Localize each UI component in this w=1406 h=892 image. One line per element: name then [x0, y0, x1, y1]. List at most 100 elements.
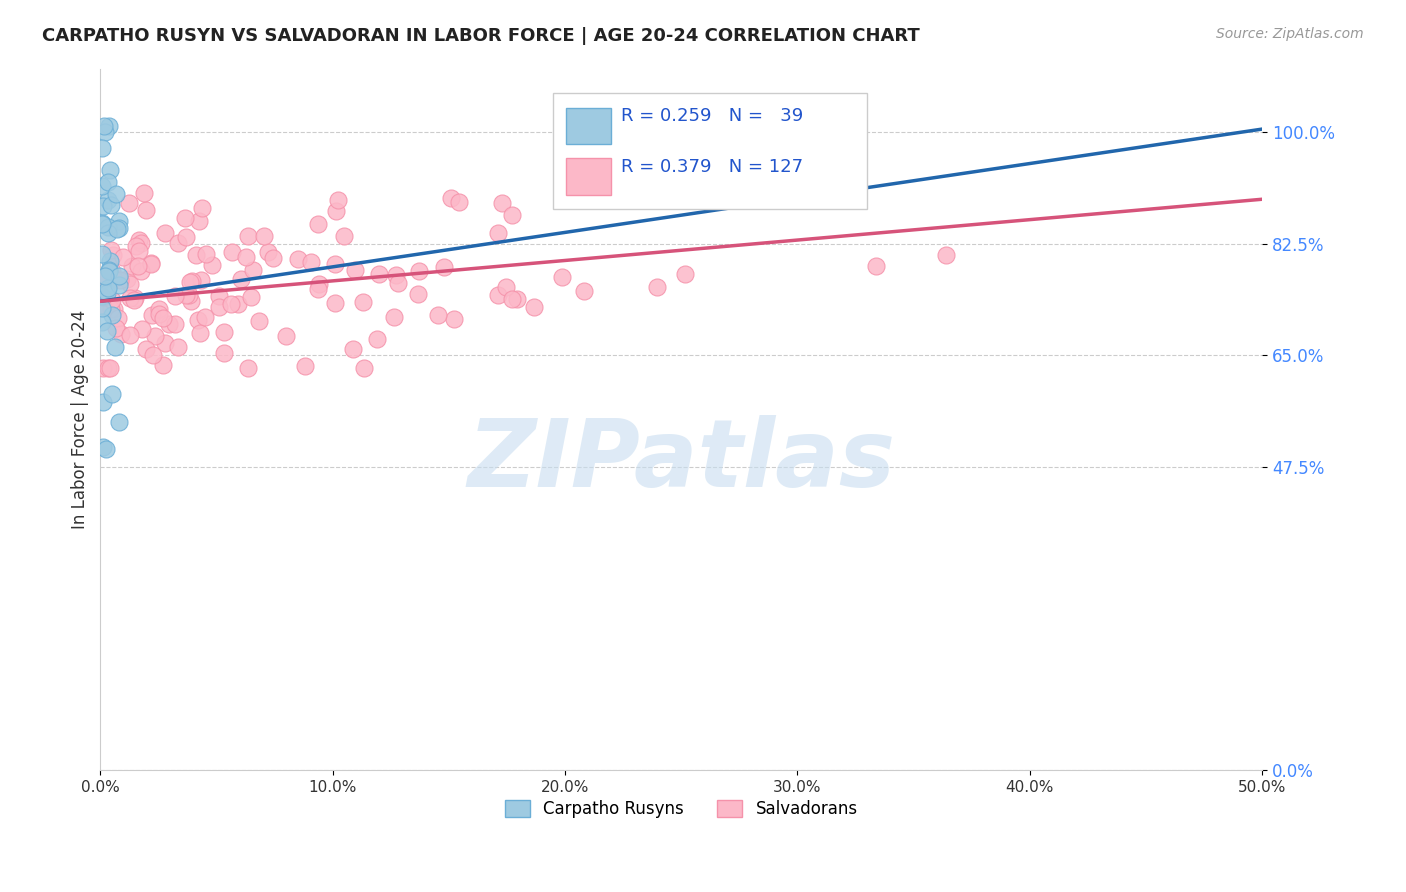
Point — [101, 293, 124, 308]
Point — [108, 220, 131, 235]
Point — [91, 395, 114, 409]
Point — [93, 120, 115, 134]
Point — [236, 228, 259, 243]
Point — [121, 260, 143, 274]
Point — [325, 203, 347, 218]
Point — [91, 440, 114, 454]
Point — [195, 246, 218, 260]
Point — [865, 260, 887, 274]
Point — [91, 361, 114, 376]
Point — [129, 264, 152, 278]
Point — [135, 202, 157, 217]
Point — [90, 179, 112, 194]
Point — [174, 230, 197, 244]
Point — [323, 257, 346, 271]
Point — [368, 268, 391, 282]
Point — [262, 251, 284, 265]
Point — [495, 280, 517, 294]
Point — [179, 288, 201, 302]
Point — [447, 194, 470, 209]
Point — [486, 288, 509, 302]
Point — [107, 311, 129, 326]
FancyBboxPatch shape — [567, 158, 612, 194]
Point — [221, 245, 243, 260]
Point — [294, 359, 316, 373]
Point — [501, 293, 523, 307]
FancyBboxPatch shape — [554, 93, 868, 209]
Point — [308, 277, 330, 292]
Point — [551, 270, 574, 285]
Point — [166, 340, 188, 354]
Point — [343, 263, 366, 277]
Point — [90, 301, 112, 316]
Point — [110, 273, 132, 287]
Point — [90, 246, 112, 260]
Point — [180, 294, 202, 309]
Point — [90, 217, 112, 231]
Point — [323, 296, 346, 310]
Point — [91, 288, 114, 302]
Point — [98, 162, 121, 177]
Point — [191, 201, 214, 215]
Point — [94, 442, 117, 456]
Point — [190, 273, 212, 287]
Point — [101, 308, 124, 322]
Point — [238, 361, 260, 376]
Point — [97, 361, 120, 376]
Point — [143, 328, 166, 343]
Point — [333, 229, 356, 244]
Point — [139, 257, 162, 271]
Point — [194, 310, 217, 324]
Legend: Carpatho Rusyns, Salvadorans: Carpatho Rusyns, Salvadorans — [498, 793, 865, 825]
Point — [105, 187, 128, 202]
Point — [155, 226, 177, 240]
Y-axis label: In Labor Force | Age 20-24: In Labor Force | Age 20-24 — [72, 310, 89, 529]
Point — [163, 289, 186, 303]
Point — [141, 308, 163, 322]
Point — [96, 286, 118, 301]
Point — [307, 282, 329, 296]
Point — [387, 276, 409, 290]
Point — [120, 291, 142, 305]
Point — [174, 211, 197, 225]
Text: Source: ZipAtlas.com: Source: ZipAtlas.com — [1216, 27, 1364, 41]
Point — [443, 312, 465, 326]
Point — [385, 268, 408, 282]
Point — [111, 250, 134, 264]
Point — [226, 297, 249, 311]
Point — [287, 252, 309, 267]
FancyBboxPatch shape — [567, 108, 612, 145]
Point — [97, 227, 120, 241]
Point — [98, 263, 121, 277]
Point — [153, 336, 176, 351]
Point — [188, 326, 211, 341]
Point — [96, 175, 118, 189]
Point — [127, 259, 149, 273]
Point — [427, 308, 450, 322]
Point — [252, 228, 274, 243]
Point — [101, 264, 124, 278]
Point — [131, 322, 153, 336]
Point — [212, 325, 235, 339]
Point — [132, 186, 155, 201]
Point — [408, 286, 430, 301]
Point — [91, 300, 114, 314]
Point — [100, 198, 122, 212]
Point — [201, 258, 224, 272]
Point — [90, 216, 112, 230]
Point — [440, 191, 463, 205]
Point — [90, 141, 112, 155]
Point — [366, 332, 388, 346]
Point — [93, 271, 115, 285]
Point — [100, 387, 122, 401]
Point — [105, 320, 128, 334]
Point — [506, 292, 529, 306]
Point — [125, 239, 148, 253]
Point — [120, 328, 142, 343]
Point — [103, 271, 125, 285]
Point — [433, 260, 456, 275]
Point — [96, 324, 118, 338]
Point — [117, 272, 139, 286]
Point — [110, 327, 132, 342]
Point — [276, 329, 298, 343]
